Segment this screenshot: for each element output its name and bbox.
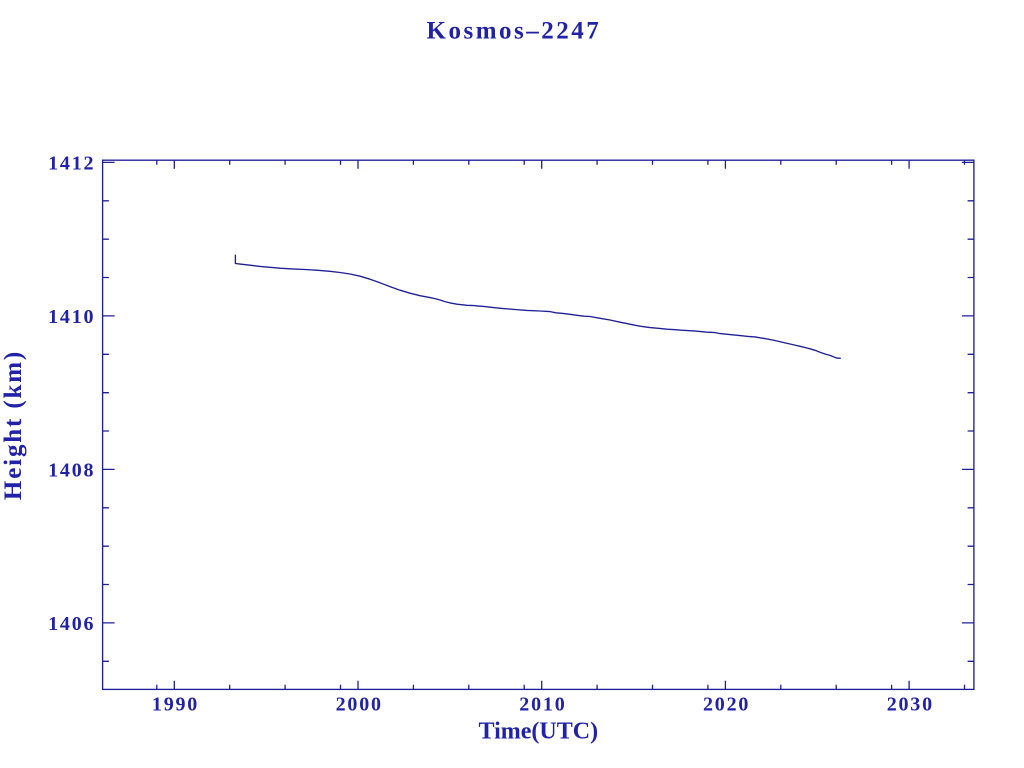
svg-text:2010: 2010 xyxy=(519,693,566,715)
svg-text:Time(UTC): Time(UTC) xyxy=(479,718,599,744)
svg-text:1406: 1406 xyxy=(48,613,95,635)
svg-text:1412: 1412 xyxy=(48,152,95,174)
svg-text:1410: 1410 xyxy=(48,306,95,328)
svg-text:1990: 1990 xyxy=(152,693,199,715)
svg-text:2000: 2000 xyxy=(336,693,383,715)
svg-text:Height (km): Height (km) xyxy=(0,350,27,500)
svg-text:2020: 2020 xyxy=(703,693,750,715)
svg-text:1408: 1408 xyxy=(48,459,95,481)
svg-text:Kosmos–2247: Kosmos–2247 xyxy=(427,18,602,45)
svg-text:2030: 2030 xyxy=(887,693,934,715)
